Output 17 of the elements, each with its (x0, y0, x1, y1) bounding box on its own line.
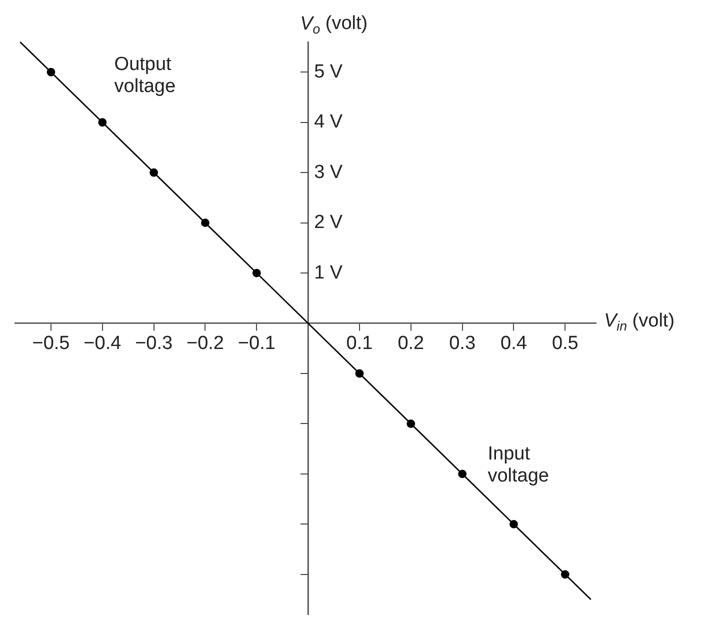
x-tick-label: −0.1 (238, 332, 276, 354)
y-tick-label: 4 V (314, 112, 343, 133)
y-tick-label: 3 V (314, 162, 343, 183)
annotation: Output voltage (114, 54, 176, 98)
x-tick-label: −0.5 (32, 332, 70, 354)
annotation: Input voltage (488, 444, 549, 487)
x-tick-label: −0.4 (84, 332, 122, 354)
x-tick-label: 0.2 (398, 332, 424, 354)
y-tick-label: 2 V (314, 212, 343, 234)
y-tick-label: 1 V (314, 262, 343, 284)
y-tick-label: 5 V (314, 61, 343, 82)
x-tick-label: −0.3 (135, 332, 173, 354)
x-tick-label: −0.2 (186, 332, 224, 354)
x-tick-label: 0.1 (346, 332, 373, 354)
x-tick-label: 0.5 (552, 332, 578, 354)
x-tick-label: 0.4 (500, 332, 528, 354)
x-tick-label: 0.3 (449, 332, 476, 354)
